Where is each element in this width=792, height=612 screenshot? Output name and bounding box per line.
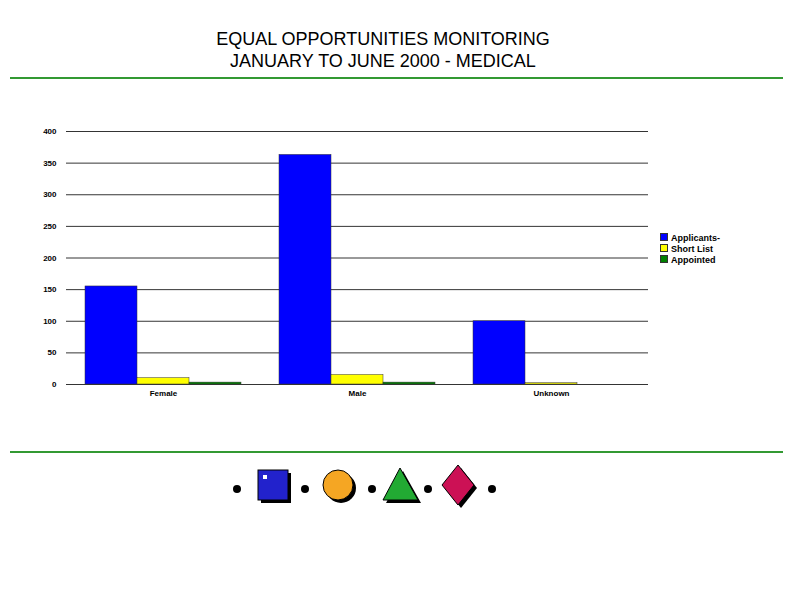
- svg-text:300: 300: [43, 190, 57, 199]
- svg-text:200: 200: [43, 254, 57, 263]
- svg-text:Male: Male: [349, 389, 367, 398]
- html-text:EQUAL OPPORTUNITIES MONITORING: EQUAL OPPORTUNITIES MONITORING: [216, 29, 550, 49]
- html-text:Appointed: Appointed: [671, 255, 716, 265]
- svg-text:0: 0: [52, 380, 57, 389]
- svg-text:Female: Female: [150, 389, 178, 398]
- svg-text:100: 100: [43, 317, 57, 326]
- svg-text:350: 350: [43, 159, 57, 168]
- svg-text:50: 50: [48, 348, 57, 357]
- svg-text:250: 250: [43, 222, 57, 231]
- svg-text:400: 400: [43, 127, 57, 136]
- html-text:JANUARY TO JUNE 2000 - MEDICAL: JANUARY TO JUNE 2000 - MEDICAL: [230, 51, 536, 71]
- html-text:Short List: Short List: [671, 244, 713, 254]
- svg-text:Unknown: Unknown: [534, 389, 570, 398]
- html-text:Applicants-: Applicants-: [671, 233, 720, 243]
- svg-text:150: 150: [43, 285, 57, 294]
